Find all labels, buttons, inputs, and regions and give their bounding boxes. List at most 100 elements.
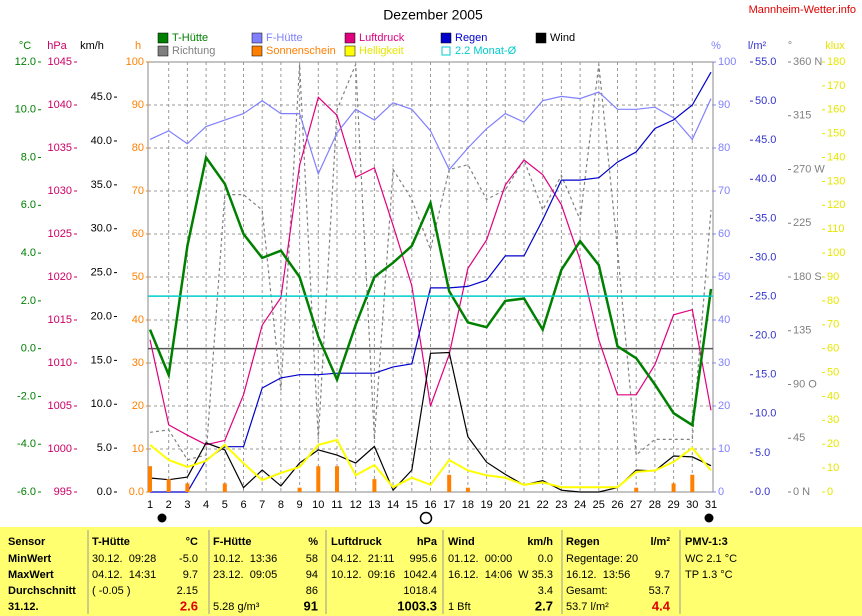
stats-value: 3.4: [538, 585, 553, 597]
stats-value: 2.6: [180, 598, 198, 613]
stats-value: 94: [306, 569, 318, 581]
series-line: [149, 438, 712, 489]
x-tick-label: 15: [406, 499, 418, 511]
legend-label: Regen: [455, 32, 487, 44]
x-tick-label: 16: [424, 499, 436, 511]
y-tick-label: 995: [54, 486, 72, 498]
bar: [372, 479, 377, 492]
y-tick-label: 6.0: [21, 199, 36, 211]
x-tick-label: 27: [630, 499, 642, 511]
x-tick-label: 20: [499, 499, 511, 511]
y-tick-label: 100: [827, 247, 845, 259]
y-tick-label: 1005: [48, 400, 72, 412]
stats-value: 4.4: [652, 598, 671, 613]
y-tick-label: 360 N: [793, 56, 822, 68]
y-tick-label: 10.0: [91, 398, 112, 410]
y-tick-label: 80: [132, 142, 144, 154]
x-tick-label: 4: [203, 499, 209, 511]
y-tick-label: 40: [718, 314, 730, 326]
legend-label: Sonnenschein: [266, 45, 336, 57]
y-tick-label: 40.0: [91, 135, 112, 147]
stats-value: hPa: [417, 536, 438, 548]
axis-unit: °: [788, 40, 792, 52]
y-tick-label: 45.0: [91, 91, 112, 103]
y-tick-label: 20.0: [755, 330, 776, 342]
y-tick-label: 0: [718, 486, 724, 498]
y-tick-label: 30: [827, 414, 839, 426]
y-tick-label: 10: [718, 443, 730, 455]
y-tick-label: 50: [132, 271, 144, 283]
bar: [447, 474, 452, 492]
axis-unit: °C: [19, 40, 31, 52]
stats-value: 2.15: [177, 585, 198, 597]
series-line: [150, 71, 712, 493]
y-tick-label: 0: [827, 486, 833, 498]
axis-unit: %: [711, 40, 721, 52]
y-tick-label: 270 W: [793, 163, 825, 175]
y-tick-label: 8.0: [21, 151, 36, 163]
moon-full: [419, 511, 433, 525]
stats-value: 2.7: [535, 598, 553, 613]
bar: [185, 483, 190, 492]
series-line: [149, 91, 712, 176]
y-tick-label: 160: [827, 104, 845, 116]
y-tick-label: 1025: [48, 228, 72, 240]
stats-text: Regen: [566, 536, 600, 548]
y-tick-label: 80: [718, 142, 730, 154]
stats-text: WC 2.1 °C: [685, 553, 737, 565]
x-tick-label: 21: [518, 499, 530, 511]
stats-panel: [0, 527, 862, 616]
legend-label: F-Hütte: [266, 32, 303, 44]
y-tick-label: 150: [827, 128, 845, 140]
stats-text: Durchschnitt: [8, 585, 76, 597]
y-tick-label: 20: [827, 438, 839, 450]
x-tick-label: 25: [593, 499, 605, 511]
y-tick-label: 50: [827, 366, 839, 378]
x-tick-label: 24: [574, 499, 586, 511]
y-tick-label: 180 S: [793, 271, 822, 283]
x-tick-label: 28: [649, 499, 661, 511]
x-tick-label: 10: [312, 499, 324, 511]
y-tick-label: 90: [718, 99, 730, 111]
y-tick-label: 180: [827, 56, 845, 68]
y-tick-label: 70: [132, 185, 144, 197]
legend-label: Luftdruck: [359, 32, 405, 44]
y-tick-label: 100: [718, 56, 736, 68]
stats-value: 58: [306, 553, 318, 565]
bar: [465, 487, 470, 492]
y-tick-label: 1035: [48, 142, 72, 154]
x-tick-label: 13: [368, 499, 380, 511]
stats-text: F-Hütte: [213, 536, 252, 548]
legend-swatch: [157, 32, 169, 44]
x-tick-label: 1: [147, 499, 153, 511]
y-tick-label: 35.0: [91, 179, 112, 191]
y-tick-label: 1020: [48, 271, 72, 283]
y-tick-label: 10: [132, 443, 144, 455]
y-tick-label: 40.0: [755, 173, 776, 185]
legend-swatch: [251, 32, 263, 44]
y-tick-label: 1000: [48, 443, 72, 455]
x-tick-label: 26: [611, 499, 623, 511]
legend-swatch: [251, 45, 263, 57]
x-tick-label: 30: [686, 499, 698, 511]
site-name: Mannheim-Wetter.info: [749, 4, 856, 16]
y-tick-label: 50.0: [755, 95, 776, 107]
legend-label: Helligkeit: [359, 45, 404, 57]
y-tick-label: 5.0: [97, 442, 112, 454]
x-tick-label: 29: [667, 499, 679, 511]
x-tick-label: 9: [297, 499, 303, 511]
stats-text: 16.12. 13:56: [566, 569, 630, 581]
y-tick-label: 15.0: [755, 369, 776, 381]
x-tick-label: 7: [259, 499, 265, 511]
legend-label: T-Hütte: [172, 32, 208, 44]
stats-text: 53.7 l/m²: [566, 601, 609, 613]
bar: [690, 474, 695, 492]
stats-text: 10.12. 09:16: [331, 569, 395, 581]
y-tick-label: -4.0: [17, 438, 36, 450]
moon-new: [704, 513, 714, 523]
y-tick-label: 1030: [48, 185, 72, 197]
y-tick-label: 130: [827, 175, 845, 187]
y-tick-label: 140: [827, 151, 845, 163]
x-tick-label: 3: [184, 499, 190, 511]
